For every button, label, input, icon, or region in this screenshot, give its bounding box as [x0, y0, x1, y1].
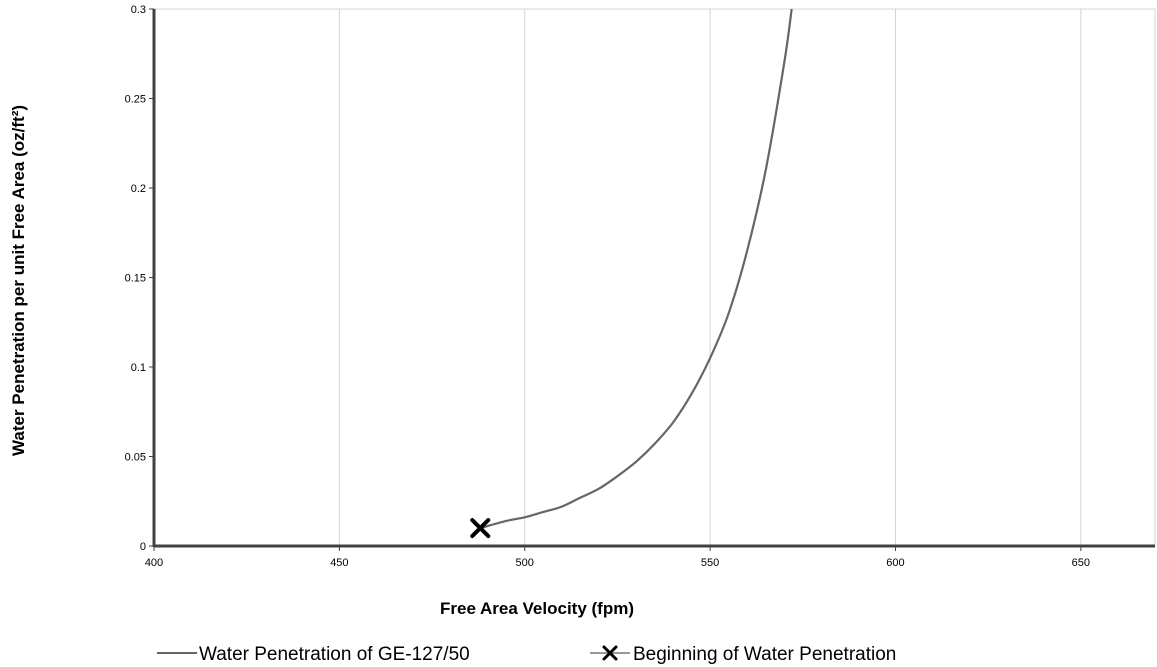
- y-tick-label: 0.1: [131, 362, 146, 374]
- series-line-water-penetration: [479, 8, 793, 530]
- legend-item-curve: Water Penetration of GE-127/50: [157, 644, 470, 665]
- x-tick-label: 650: [1072, 557, 1090, 569]
- y-tick-label: 0.2: [131, 183, 146, 195]
- x-tick-label: 600: [886, 557, 904, 569]
- ticks: 400 450 500 550 600 650 0 0.05 0.1 0.15 0.2 0.25 0.3: [125, 4, 1090, 569]
- legend-swatch-marker-icon: [602, 645, 618, 661]
- y-tick-label: 0: [140, 541, 146, 553]
- x-tick-label: 500: [516, 557, 534, 569]
- x-axis-title: Free Area Velocity (fpm): [440, 599, 634, 618]
- legend-item-marker: Beginning of Water Penetration: [590, 644, 896, 665]
- marker-stroke: [470, 518, 491, 539]
- legend-label-curve: Water Penetration of GE-127/50: [199, 644, 470, 665]
- x-tick-label: 400: [145, 557, 163, 569]
- y-tick-label: 0.3: [131, 4, 146, 16]
- x-tick-label: 550: [701, 557, 719, 569]
- grid: [154, 8, 1156, 546]
- y-axis-title: Water Penetration per unit Free Area (oz…: [9, 105, 28, 456]
- y-tick-label: 0.15: [125, 273, 146, 285]
- beginning-marker: [470, 518, 491, 539]
- legend: Water Penetration of GE-127/50 Beginning…: [157, 644, 896, 665]
- x-tick-label: 450: [330, 557, 348, 569]
- series: [470, 8, 793, 539]
- axes: [152, 9, 1155, 548]
- legend-label-marker: Beginning of Water Penetration: [633, 644, 896, 665]
- y-tick-label: 0.25: [125, 94, 146, 106]
- y-tick-label: 0.05: [125, 452, 146, 464]
